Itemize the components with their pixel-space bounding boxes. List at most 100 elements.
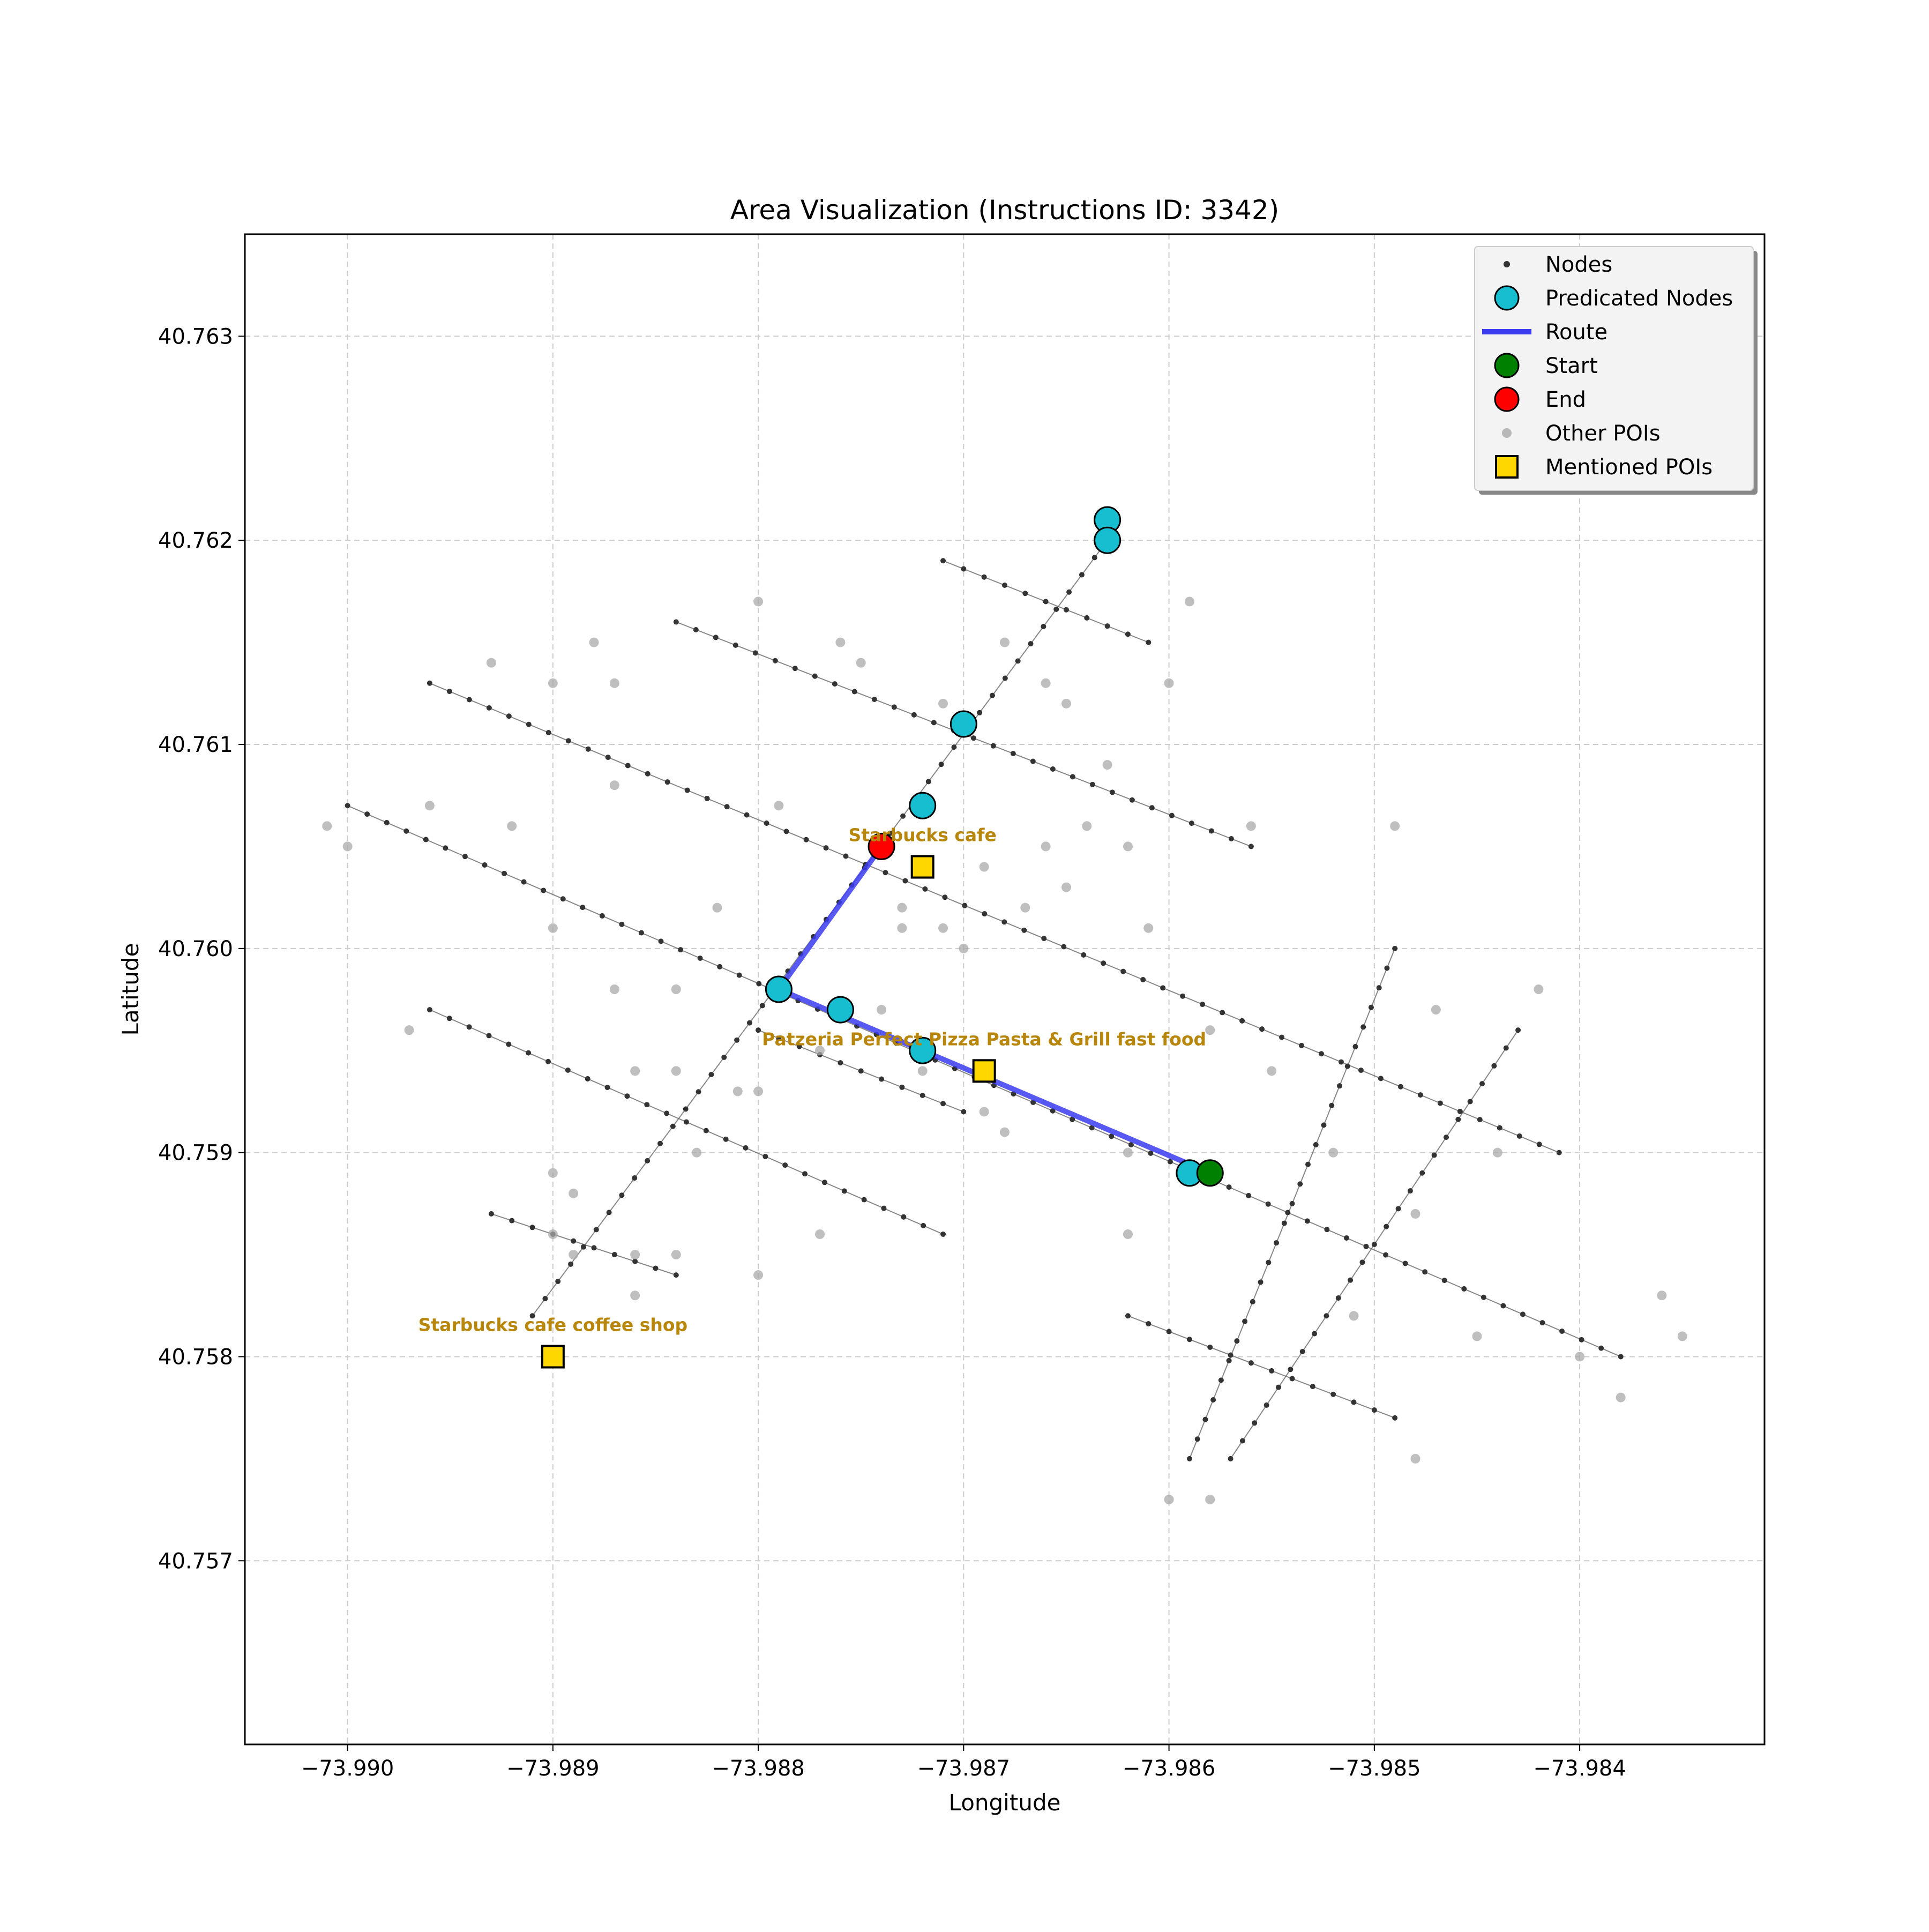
- street-node: [704, 795, 710, 801]
- street-node: [1169, 812, 1175, 818]
- street-node: [1598, 1345, 1604, 1351]
- street-node: [925, 779, 931, 785]
- street-node: [981, 574, 987, 580]
- street-node: [1407, 1188, 1413, 1194]
- street-node: [1149, 805, 1155, 811]
- other-poi-marker: [1123, 841, 1133, 852]
- street-node: [1194, 1436, 1200, 1442]
- street-node: [605, 755, 611, 760]
- other-poi-marker: [877, 1005, 887, 1015]
- mentioned-poi-marker: [972, 1059, 996, 1083]
- other-poi-marker: [1246, 821, 1256, 831]
- street-node: [1066, 589, 1072, 595]
- other-poi-marker: [774, 801, 784, 811]
- street-node: [931, 720, 937, 726]
- street-node: [1497, 1125, 1502, 1131]
- street-node: [1050, 1108, 1056, 1114]
- street-node: [526, 1050, 532, 1056]
- street-node: [1070, 1116, 1075, 1122]
- other-poi-marker: [1472, 1331, 1482, 1341]
- street-node: [782, 1162, 788, 1168]
- street-node: [1269, 1368, 1275, 1374]
- street-node: [673, 619, 679, 625]
- other-poi-marker: [1349, 1311, 1359, 1321]
- street-node: [545, 1058, 551, 1064]
- street-node: [1351, 1399, 1357, 1405]
- street-node: [899, 1084, 905, 1090]
- x-axis-label: Longitude: [949, 1789, 1061, 1816]
- street-node: [1021, 927, 1027, 933]
- street-node: [887, 830, 893, 836]
- street-node: [1202, 1416, 1208, 1422]
- street-node: [1228, 836, 1234, 841]
- street-node: [838, 1060, 843, 1066]
- mentioned-poi-marker: [910, 855, 934, 879]
- other-poi-marker: [979, 862, 989, 872]
- street-node: [1397, 1084, 1403, 1090]
- street-node: [1200, 1002, 1206, 1008]
- street-node: [1148, 1150, 1154, 1156]
- other-poi-marker: [856, 658, 866, 668]
- street-node: [796, 1043, 802, 1049]
- x-tick-label: −73.989: [506, 1756, 599, 1781]
- street-node: [911, 712, 917, 718]
- other-poi-marker: [753, 596, 764, 607]
- street-node: [1479, 1081, 1485, 1087]
- street-node: [1079, 572, 1085, 578]
- street-node: [879, 1076, 885, 1082]
- street-node: [653, 1265, 659, 1271]
- y-tick-label: 40.763: [158, 324, 233, 349]
- street-node: [565, 738, 571, 744]
- street-node: [1313, 1142, 1319, 1148]
- other-poi-marker: [1164, 678, 1174, 688]
- street-node: [1091, 555, 1097, 561]
- other-poi-marker: [569, 1188, 579, 1198]
- other-poi-marker: [630, 1250, 640, 1260]
- other-poi-marker: [1000, 637, 1010, 647]
- street-node: [1422, 1269, 1428, 1275]
- x-tick-label: −73.984: [1533, 1756, 1626, 1781]
- other-poi-marker: [630, 1291, 640, 1301]
- street-node: [1208, 828, 1214, 834]
- other-poi-marker: [959, 943, 969, 953]
- predicated-node-marker: [765, 975, 792, 1003]
- other-poi-marker: [938, 923, 948, 933]
- street-node: [1041, 624, 1046, 630]
- street-node: [1210, 1397, 1216, 1403]
- street-node: [881, 1205, 887, 1211]
- street-node: [593, 1227, 599, 1233]
- street-node: [1417, 1092, 1423, 1098]
- street-node: [664, 1110, 670, 1116]
- street-node: [1579, 1337, 1584, 1342]
- street-node: [1043, 599, 1049, 605]
- street-node: [1467, 1099, 1473, 1105]
- street-edge: [429, 682, 1560, 1153]
- street-node: [1258, 1279, 1263, 1285]
- street-node: [619, 921, 625, 927]
- street-node: [861, 1197, 867, 1203]
- y-tick-label: 40.757: [158, 1549, 233, 1573]
- street-node: [851, 689, 857, 695]
- other-poi-marker: [1431, 1005, 1441, 1015]
- street-node: [482, 862, 488, 868]
- street-node: [901, 1214, 907, 1220]
- street-node: [1441, 1278, 1447, 1284]
- street-node: [919, 1093, 925, 1099]
- other-poi-marker: [1164, 1495, 1174, 1505]
- street-node: [1239, 1018, 1245, 1024]
- street-node: [1265, 1201, 1271, 1207]
- street-node: [962, 902, 968, 908]
- street-node: [1378, 1076, 1384, 1081]
- street-node: [717, 964, 723, 969]
- street-node: [678, 947, 684, 953]
- street-node: [1556, 1150, 1562, 1155]
- legend-label: Mentioned POIs: [1545, 455, 1713, 480]
- end-marker: [868, 832, 895, 860]
- other-poi-marker: [589, 637, 599, 647]
- predicated-node-marker: [949, 710, 977, 738]
- street-node: [823, 845, 829, 851]
- street-node: [1371, 1242, 1377, 1248]
- street-node: [1376, 985, 1382, 991]
- street-node: [1395, 1206, 1401, 1212]
- street-node: [858, 1068, 864, 1074]
